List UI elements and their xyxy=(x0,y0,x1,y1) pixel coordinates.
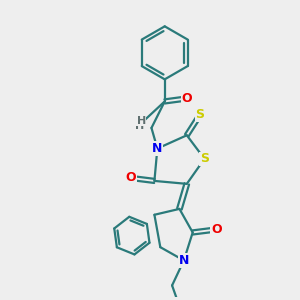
Text: N: N xyxy=(152,142,163,155)
Text: S: S xyxy=(196,108,205,121)
Text: O: O xyxy=(182,92,192,105)
Text: H: H xyxy=(136,116,146,126)
Text: H: H xyxy=(135,121,144,130)
Text: S: S xyxy=(200,152,209,165)
Text: O: O xyxy=(211,223,222,236)
Text: N: N xyxy=(179,254,189,267)
Text: O: O xyxy=(125,172,136,184)
